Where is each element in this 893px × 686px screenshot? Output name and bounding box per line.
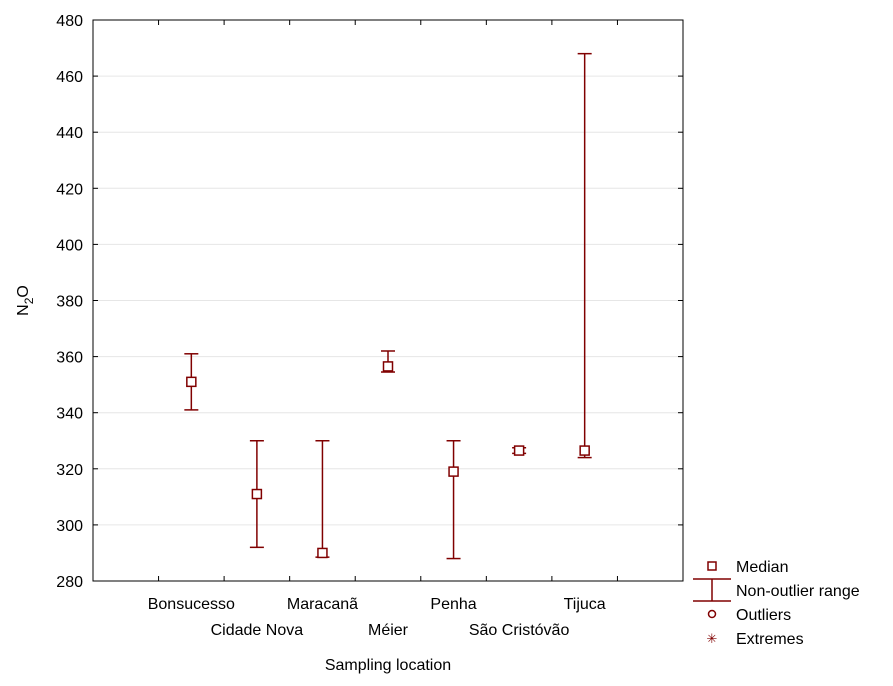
x-tick-label: Maracanã: [287, 596, 358, 613]
y-tick-label: 320: [56, 462, 83, 479]
y-tick-label: 460: [56, 69, 83, 86]
y-tick-label: 420: [56, 181, 83, 198]
y-tick-label: 480: [56, 13, 83, 30]
x-tick-label: Cidade Nova: [211, 622, 304, 639]
box-bonsucesso: [184, 353, 199, 411]
y-tick-label: 400: [56, 237, 83, 254]
box-tijuca: [577, 52, 592, 459]
y-axis-label-main: N: [15, 304, 32, 316]
x-tick-label: Bonsucesso: [148, 596, 235, 613]
legend-item-nonoutlier: Non-outlier range: [693, 578, 860, 602]
x-tick-label: Tijuca: [564, 596, 606, 613]
box-sa-o-cristo-va-o: [512, 445, 527, 456]
legend-label: Non-outlier range: [736, 583, 860, 600]
median-marker: [251, 488, 263, 500]
x-tick-label: Penha: [430, 596, 476, 613]
gridlines: [93, 75, 683, 526]
median-marker: [579, 445, 590, 456]
legend-item-extremes: ✳ Extremes: [707, 631, 804, 648]
legend-label: Median: [736, 559, 788, 576]
median-marker: [317, 547, 328, 559]
legend-label: Extremes: [736, 631, 804, 648]
x-axis: Bonsucesso Cidade Nova Maracanã Méier Penha S…: [148, 20, 618, 639]
legend-extreme-symbol: ✳: [707, 631, 718, 646]
median-marker: [186, 376, 197, 388]
x-axis-label: Sampling location: [325, 657, 451, 674]
legend: Median Non-outlier range Outliers ✳ Extremes: [693, 559, 860, 648]
y-axis: 280 300 320 340 360 380 400 420 440 460 480: [56, 13, 683, 591]
data-marks: [184, 52, 592, 560]
legend-item-outliers: Outliers: [707, 607, 791, 624]
box-penha: [446, 440, 461, 560]
box-maracana-: [315, 440, 330, 559]
legend-median-symbol: [707, 561, 717, 571]
box-cidade-nova: [249, 440, 264, 549]
y-tick-label: 300: [56, 518, 83, 535]
y-tick-label: 440: [56, 125, 83, 142]
y-tick-label: 360: [56, 350, 83, 367]
y-axis-label: N2O: [15, 285, 36, 316]
median-marker: [448, 466, 459, 477]
y-axis-label-subscript: 2: [22, 297, 36, 304]
legend-label: Outliers: [736, 607, 791, 624]
median-marker: [513, 445, 525, 456]
legend-item-median: Median: [707, 559, 788, 576]
median-marker: [382, 361, 394, 372]
y-tick-label: 280: [56, 574, 83, 591]
y-axis-label-tail: O: [15, 285, 32, 297]
y-tick-label: 380: [56, 294, 83, 311]
y-tick-label: 340: [56, 406, 83, 423]
legend-outlier-symbol: [707, 609, 717, 619]
box-me-ier: [381, 350, 395, 373]
x-tick-label: Méier: [368, 622, 409, 639]
x-tick-label: São Cristóvão: [469, 622, 570, 639]
